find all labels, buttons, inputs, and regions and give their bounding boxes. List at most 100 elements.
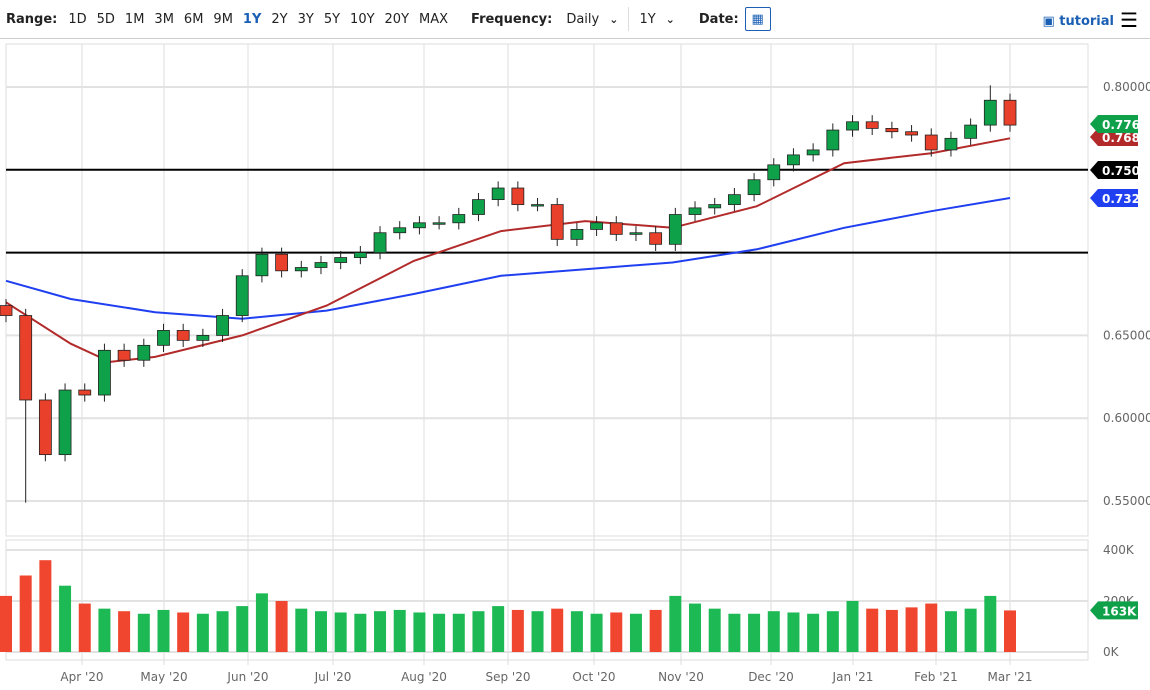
candle-body <box>885 127 899 133</box>
candle-body <box>747 179 761 196</box>
range-max[interactable]: MAX <box>419 11 449 27</box>
x-tick-label: Feb '21 <box>914 670 958 684</box>
price-pane-border <box>5 43 1089 537</box>
range-20y[interactable]: 20Y <box>384 11 410 27</box>
candle-body <box>314 262 328 268</box>
range-6m[interactable]: 6M <box>183 11 204 27</box>
range-2y[interactable]: 2Y <box>271 11 288 27</box>
candle-body <box>668 214 682 245</box>
volume-bar <box>649 609 662 652</box>
period-select[interactable]: 1Y ⌄ <box>639 12 674 27</box>
x-tick-label: Oct '20 <box>572 670 615 684</box>
range-1m[interactable]: 1M <box>124 11 145 27</box>
calendar-icon[interactable]: ▦ <box>744 7 771 31</box>
candle-body <box>531 204 544 207</box>
volume-bar <box>374 611 387 652</box>
price-tick-label: 0.55000 <box>1103 494 1150 508</box>
moving-average-short-line <box>5 137 1011 363</box>
candle-body <box>413 222 426 229</box>
x-tick-label: Nov '20 <box>658 670 704 684</box>
price-badge: 0.77686 <box>1102 118 1150 132</box>
price-tick-label: 0.65000 <box>1103 328 1150 342</box>
candle-body <box>570 229 584 240</box>
candle-body <box>550 204 564 240</box>
candle-body <box>727 194 741 205</box>
volume-bar <box>885 609 898 652</box>
volume-bar <box>787 612 800 652</box>
x-tick-label: Sep '20 <box>486 670 531 684</box>
price-badge: 0.73283 <box>1102 192 1150 206</box>
volume-bar <box>1004 610 1016 652</box>
volume-bar <box>19 575 32 652</box>
candle-body <box>944 137 958 151</box>
candle-body <box>983 99 997 126</box>
candle-body <box>432 222 446 225</box>
range-9m[interactable]: 9M <box>213 11 233 27</box>
candle-body <box>255 253 269 277</box>
volume-bar <box>433 613 446 652</box>
volume-bar <box>452 613 465 652</box>
tutorial-link[interactable]: ▣ tutorial <box>1042 14 1114 29</box>
volume-bar <box>78 603 91 652</box>
volume-bar <box>137 613 150 652</box>
range-1y[interactable]: 1Y <box>242 11 262 27</box>
volume-bar <box>98 608 111 652</box>
candle-body <box>196 334 210 341</box>
volume-bar <box>157 609 170 652</box>
candle-body <box>649 232 663 245</box>
price-tick-label: 0.60000 <box>1103 411 1150 425</box>
divider <box>628 7 630 31</box>
range-5y[interactable]: 5Y <box>323 11 341 27</box>
volume-bar <box>925 603 938 652</box>
volume-bar <box>59 585 72 652</box>
candle-body <box>1003 99 1017 126</box>
volume-bar <box>669 595 682 652</box>
volume-bar <box>767 611 780 652</box>
volume-bar <box>177 612 190 652</box>
volume-badge: 163K <box>1102 604 1137 618</box>
candle-body <box>905 131 918 136</box>
volume-tick-label: 0K <box>1103 645 1120 659</box>
x-tick-label: Aug '20 <box>401 670 447 684</box>
volume-bar <box>590 613 603 652</box>
candle-body <box>491 187 505 201</box>
volume-bar <box>334 612 347 652</box>
volume-bar <box>748 613 761 652</box>
x-tick-label: Dec '20 <box>748 670 794 684</box>
range-3y[interactable]: 3Y <box>297 11 314 27</box>
volume-bar <box>964 608 977 652</box>
range-3m[interactable]: 3M <box>154 11 174 27</box>
candle-body <box>767 164 781 181</box>
volume-bar <box>531 611 544 652</box>
frequency-value: Daily <box>566 11 600 27</box>
range-label: Range: <box>6 11 58 27</box>
range-10y[interactable]: 10Y <box>350 11 375 27</box>
candle-body <box>865 121 879 129</box>
candle-body <box>0 305 13 316</box>
candle-body <box>472 199 485 215</box>
range-1d[interactable]: 1D <box>68 11 87 27</box>
candle-body <box>846 121 859 131</box>
candle-body <box>216 315 229 336</box>
candle-body <box>708 204 722 209</box>
candle-body <box>964 124 978 139</box>
price-badge: 0.76895 <box>1102 131 1150 145</box>
volume-bar <box>216 611 229 652</box>
candle-body <box>235 275 249 316</box>
volume-bar <box>0 595 12 652</box>
volume-bar <box>492 606 505 652</box>
volume-bar <box>275 601 288 652</box>
range-5d[interactable]: 5D <box>96 11 115 27</box>
frequency-select[interactable]: Daily ⌄ <box>566 12 618 27</box>
hamburger-menu-icon[interactable]: ☰ <box>1120 8 1138 32</box>
volume-bar <box>826 611 839 652</box>
x-tick-label: Jun '20 <box>226 670 268 684</box>
price-tick-label: 0.80000 <box>1103 80 1150 94</box>
volume-bar <box>393 609 406 652</box>
candle-body <box>373 232 387 253</box>
candle-body <box>19 315 33 401</box>
price-badge-shape <box>1090 115 1138 133</box>
film-icon: ▣ <box>1042 14 1060 29</box>
x-tick-label: May '20 <box>140 670 187 684</box>
